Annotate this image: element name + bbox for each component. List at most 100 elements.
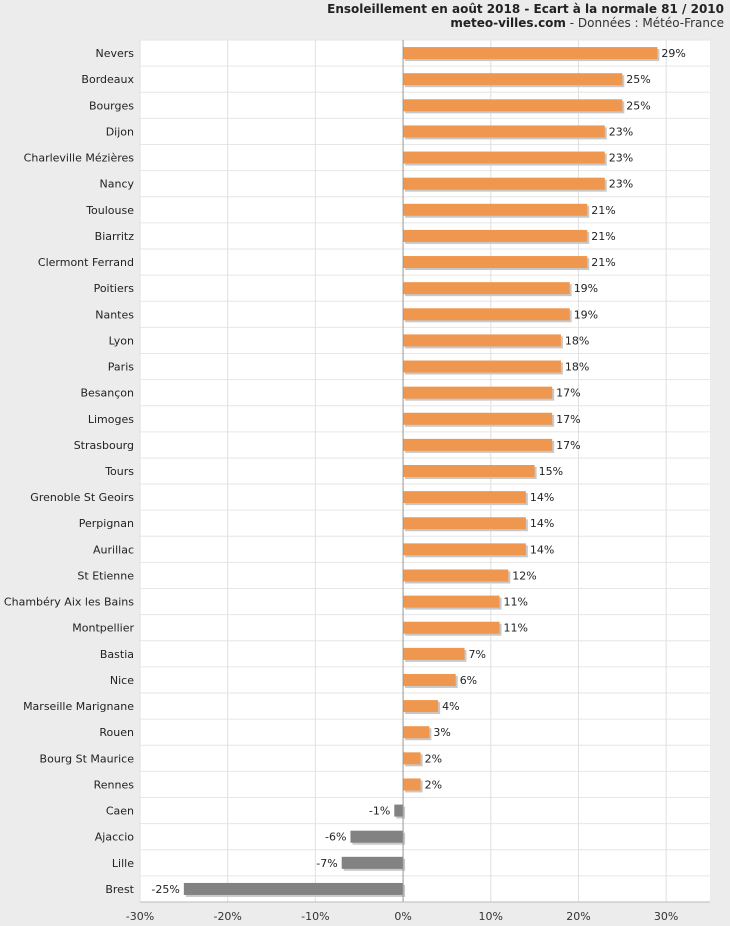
bar bbox=[403, 569, 509, 582]
category-label: Ajaccio bbox=[95, 831, 134, 844]
data-label: 14% bbox=[530, 491, 554, 504]
category-label: Nancy bbox=[100, 178, 135, 191]
category-label: Nice bbox=[110, 674, 134, 687]
category-label: Marseille Marignane bbox=[23, 700, 134, 713]
chart-title-block: Ensoleillement en août 2018 - Ecart à la… bbox=[327, 2, 724, 30]
category-label: Charleville Mézières bbox=[24, 152, 135, 165]
bar bbox=[350, 830, 404, 843]
bar bbox=[403, 726, 430, 739]
bar bbox=[403, 647, 465, 660]
category-label: Brest bbox=[105, 883, 134, 896]
bar bbox=[403, 360, 561, 373]
chart-subtitle: meteo-villes.com - Données : Météo-Franc… bbox=[327, 16, 724, 30]
x-tick-label: 10% bbox=[479, 910, 503, 923]
bar bbox=[403, 47, 658, 60]
category-label: Paris bbox=[108, 361, 134, 374]
data-label: 17% bbox=[556, 439, 580, 452]
bar bbox=[403, 334, 561, 347]
bar bbox=[403, 700, 439, 713]
data-label: 2% bbox=[425, 752, 442, 765]
data-label: 19% bbox=[574, 282, 598, 295]
category-label: Rennes bbox=[94, 778, 135, 791]
data-label: -1% bbox=[369, 805, 390, 818]
bar bbox=[403, 308, 570, 321]
x-tick-label: -20% bbox=[213, 910, 241, 923]
bar bbox=[403, 73, 623, 86]
data-label: 3% bbox=[433, 726, 450, 739]
data-label: 18% bbox=[565, 361, 589, 374]
data-label: 17% bbox=[556, 387, 580, 400]
category-label: St Etienne bbox=[77, 569, 134, 582]
data-label: 17% bbox=[556, 413, 580, 426]
data-label: 6% bbox=[460, 674, 477, 687]
category-label: Aurillac bbox=[93, 543, 134, 556]
category-label: Caen bbox=[106, 805, 134, 818]
bar bbox=[403, 621, 500, 634]
data-label: -6% bbox=[325, 831, 346, 844]
bar bbox=[403, 465, 535, 477]
x-tick-label: -30% bbox=[126, 910, 154, 923]
category-label: Chambéry Aix les Bains bbox=[4, 596, 134, 609]
data-label: 11% bbox=[504, 596, 528, 609]
site-name: meteo-villes.com bbox=[450, 16, 566, 30]
x-tick-label: 30% bbox=[654, 910, 678, 923]
bar bbox=[403, 438, 553, 451]
bar bbox=[403, 282, 570, 295]
bar bbox=[403, 256, 588, 269]
bar bbox=[403, 491, 526, 504]
bar bbox=[394, 804, 404, 817]
category-label: Dijon bbox=[106, 125, 134, 138]
x-tick-label: 0% bbox=[394, 910, 411, 923]
category-label: Tours bbox=[104, 465, 134, 478]
chart-title: Ensoleillement en août 2018 - Ecart à la… bbox=[327, 2, 724, 16]
category-label: Bourg St Maurice bbox=[40, 752, 135, 765]
category-label: Grenoble St Geoirs bbox=[30, 491, 134, 504]
data-label: 2% bbox=[425, 778, 442, 791]
x-tick-label: 20% bbox=[566, 910, 590, 923]
bar bbox=[403, 125, 605, 138]
data-label: 23% bbox=[609, 178, 633, 191]
data-label: 12% bbox=[512, 569, 536, 582]
bar bbox=[403, 412, 553, 425]
bar bbox=[403, 517, 526, 530]
bar bbox=[341, 856, 404, 869]
bar bbox=[403, 151, 605, 164]
data-label: 7% bbox=[468, 648, 485, 661]
bar bbox=[183, 882, 404, 895]
data-label: -25% bbox=[151, 883, 179, 896]
bar bbox=[403, 177, 605, 190]
category-label: Lille bbox=[112, 857, 134, 870]
category-label: Bourges bbox=[89, 99, 134, 112]
data-label: 11% bbox=[504, 622, 528, 635]
bar bbox=[403, 673, 456, 686]
category-label: Montpellier bbox=[72, 622, 134, 635]
bar bbox=[403, 99, 623, 112]
category-label: Limoges bbox=[88, 413, 134, 426]
data-label: 14% bbox=[530, 543, 554, 556]
x-tick-label: -10% bbox=[301, 910, 329, 923]
data-label: 18% bbox=[565, 334, 589, 347]
category-label: Besançon bbox=[80, 387, 134, 400]
data-label: 25% bbox=[626, 99, 650, 112]
category-label: Strasbourg bbox=[74, 439, 134, 452]
data-label: 29% bbox=[661, 47, 685, 60]
category-label: Poitiers bbox=[94, 282, 135, 295]
category-label: Nantes bbox=[95, 308, 134, 321]
bar bbox=[403, 386, 553, 399]
bar bbox=[403, 595, 500, 608]
data-source: - Données : Météo-France bbox=[565, 16, 724, 30]
category-label: Toulouse bbox=[85, 204, 134, 217]
bar bbox=[403, 203, 588, 216]
category-label: Biarritz bbox=[95, 230, 135, 243]
data-label: 14% bbox=[530, 517, 554, 530]
bar bbox=[403, 229, 588, 242]
bar bbox=[403, 543, 526, 556]
data-label: 15% bbox=[539, 465, 563, 478]
data-label: 23% bbox=[609, 152, 633, 165]
data-label: 23% bbox=[609, 125, 633, 138]
data-label: -7% bbox=[316, 857, 337, 870]
bar bbox=[403, 778, 421, 791]
category-label: Bordeaux bbox=[81, 73, 134, 86]
data-label: 25% bbox=[626, 73, 650, 86]
